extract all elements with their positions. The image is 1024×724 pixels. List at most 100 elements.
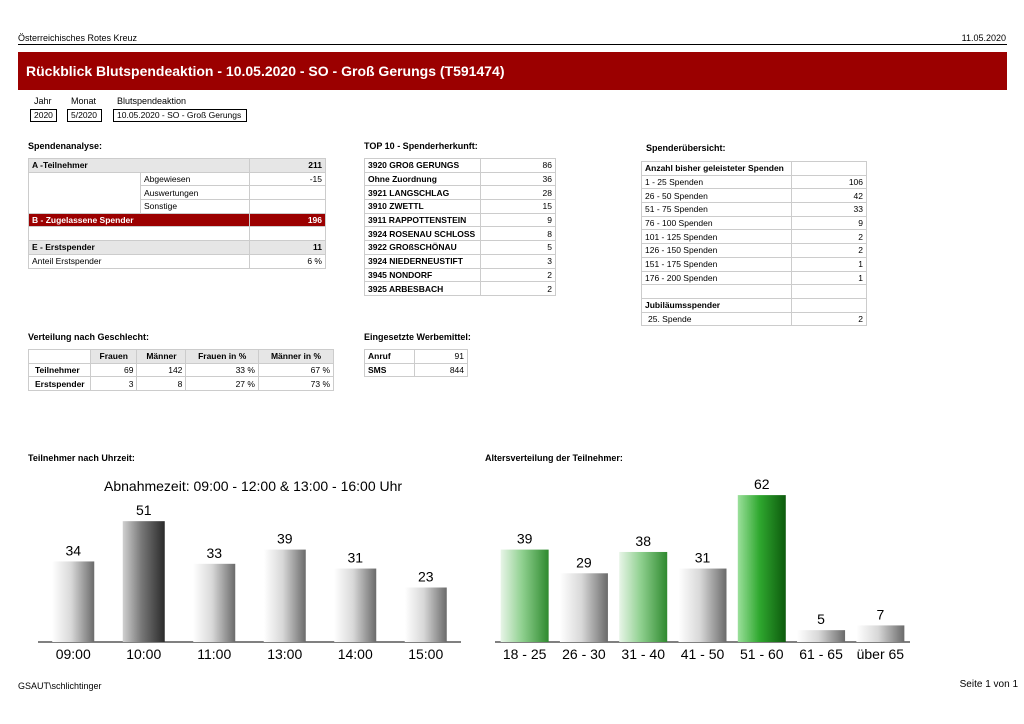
bar-value-label: 31 [695, 550, 711, 566]
bar-11-00 [193, 563, 236, 642]
herkunft-value: 2 [480, 281, 556, 296]
herkunft-value: 3 [480, 253, 556, 269]
herkunft-name: 3910 ZWETTL [364, 199, 481, 214]
herkunft-value: 2 [480, 267, 556, 283]
erstspender-value: 11 [249, 240, 326, 255]
geschlecht-cell: 142 [136, 362, 187, 378]
table-row: Auswertungen [28, 185, 326, 201]
table-row: 26 - 50 Spenden 42 [641, 188, 867, 204]
bar-value-label: 31 [347, 550, 363, 566]
chart-title: Abnahmezeit: 09:00 - 12:00 & 13:00 - 16:… [104, 478, 402, 494]
bar-value-label: 29 [576, 554, 592, 570]
spendenanalyse-title: Spendenanalyse: [28, 141, 103, 151]
organization-name: Österreichisches Rotes Kreuz [18, 33, 138, 43]
bar-13-00 [263, 549, 306, 642]
bar-26-30 [559, 573, 608, 642]
herkunft-value: 86 [480, 158, 556, 173]
alter-bar-chart: 39 18 - 25 29 26 - 30 38 31 - 40 31 41 - 50 62 51… [495, 476, 910, 662]
bar-18-25 [500, 549, 549, 642]
werbemittel-label: SMS [364, 362, 415, 378]
bar-value-label: 34 [65, 542, 81, 558]
werbemittel-value: 91 [414, 349, 468, 364]
geschlecht-cell: 8 [136, 376, 187, 392]
table-row: 51 - 75 Spenden 33 [641, 202, 867, 217]
spenden-range: 26 - 50 Spenden [641, 188, 792, 204]
table-row: 3911 RAPPOTTENSTEIN 9 [364, 212, 556, 228]
anteil-label: Anteil Erstspender [28, 253, 250, 269]
geschlecht-row-label: Erstspender [28, 376, 91, 392]
spenden-count: 2 [791, 243, 867, 258]
spenden-range: 126 - 150 Spenden [641, 243, 792, 258]
werbemittel-title: Eingesetzte Werbemittel: [364, 332, 471, 342]
teilnehmer-value: 211 [249, 158, 326, 173]
spendenanalyse-table: A -Teilnehmer 211 Abgewiesen -15 Auswert… [28, 158, 326, 269]
erstspender-label: E - Erstspender [28, 240, 250, 255]
bar-value-label: 5 [817, 611, 825, 627]
sonstige-label: Sonstige [140, 199, 250, 214]
uhrzeit-chart-title: Teilnehmer nach Uhrzeit: [28, 453, 135, 463]
bar-31-40 [619, 551, 668, 642]
bar-10-00 [122, 521, 165, 642]
x-tick-label: 61 - 65 [799, 646, 843, 662]
table-row: Abgewiesen -15 [28, 171, 326, 187]
month-label: Monat [71, 96, 97, 106]
footer-user: GSAUT\schlichtinger [18, 681, 102, 691]
top10-title: TOP 10 - Spenderherkunft: [364, 141, 478, 151]
bar-51-60 [737, 495, 786, 642]
year-label: Jahr [34, 96, 52, 106]
table-row: A -Teilnehmer 211 [28, 158, 326, 173]
herkunft-name: 3920 GROß GERUNGS [364, 158, 481, 173]
table-row: 101 - 125 Spenden 2 [641, 229, 867, 245]
table-row: Frauen Männer Frauen in % Männer in % [28, 349, 335, 364]
spenden-count: 9 [791, 215, 867, 231]
spenden-range: 76 - 100 Spenden [641, 215, 792, 231]
table-row [641, 284, 867, 299]
table-row: Sonstige [28, 199, 326, 214]
bar-value-label: 33 [206, 545, 222, 561]
spenden-count: 42 [791, 188, 867, 204]
spenden-count: 1 [791, 256, 867, 272]
auswertungen-label: Auswertungen [140, 185, 250, 201]
spenden-count: 1 [791, 270, 867, 286]
geschlecht-row-label: Teilnehmer [28, 362, 91, 378]
abgewiesen-value: -15 [249, 171, 326, 187]
herkunft-value: 5 [480, 240, 556, 255]
table-row: 3945 NONDORF 2 [364, 267, 556, 283]
bar-value-label: 62 [754, 476, 770, 492]
herkunft-name: 3924 ROSENAU SCHLOSS [364, 226, 481, 242]
jubilaeum-label: 25. Spende [641, 311, 792, 327]
bar-value-label: 51 [136, 502, 152, 518]
table-row: E - Erstspender 11 [28, 240, 326, 255]
werbemittel-label: Anruf [364, 349, 415, 364]
month-filter[interactable]: 5/2020 [67, 109, 102, 122]
table-row: 126 - 150 Spenden 2 [641, 243, 867, 258]
herkunft-value: 36 [480, 171, 556, 187]
table-row: SMS 844 [364, 362, 468, 378]
werbemittel-table: Anruf 91 SMS 844 [364, 349, 468, 378]
footer-page: Seite 1 von 1 [959, 679, 1018, 690]
x-tick-label: 09:00 [56, 646, 91, 662]
abgewiesen-label: Abgewiesen [140, 171, 250, 187]
bar-09-00 [52, 561, 95, 642]
table-row: Jubiläumsspender [641, 297, 867, 313]
x-tick-label: 26 - 30 [562, 646, 606, 662]
bar-14-00 [334, 568, 377, 642]
event-filter[interactable]: 10.05.2020 - SO - Groß Gerungs [113, 109, 247, 122]
uebersicht-title: Spenderübersicht: [646, 143, 726, 153]
table-row: 25. Spende 2 [641, 311, 867, 327]
x-tick-label: 11:00 [197, 646, 231, 662]
x-tick-label: 31 - 40 [621, 646, 665, 662]
geschlecht-col-header: Männer [136, 349, 187, 364]
year-filter[interactable]: 2020 [30, 109, 57, 122]
bar-value-label: 38 [635, 533, 651, 549]
bar--ber-65 [856, 625, 905, 642]
x-tick-label: 13:00 [267, 646, 302, 662]
geschlecht-cell: 33 % [185, 362, 259, 378]
spenden-count: 33 [791, 202, 867, 217]
x-tick-label: 10:00 [126, 646, 161, 662]
werbemittel-value: 844 [414, 362, 468, 378]
spenden-range: 101 - 125 Spenden [641, 229, 792, 245]
table-row: 3920 GROß GERUNGS 86 [364, 158, 556, 173]
top10-table: 3920 GROß GERUNGS 86 Ohne Zuordnung 36 3921 … [364, 158, 556, 296]
table-row: Erstspender 3 8 27 % 73 % [28, 376, 335, 392]
